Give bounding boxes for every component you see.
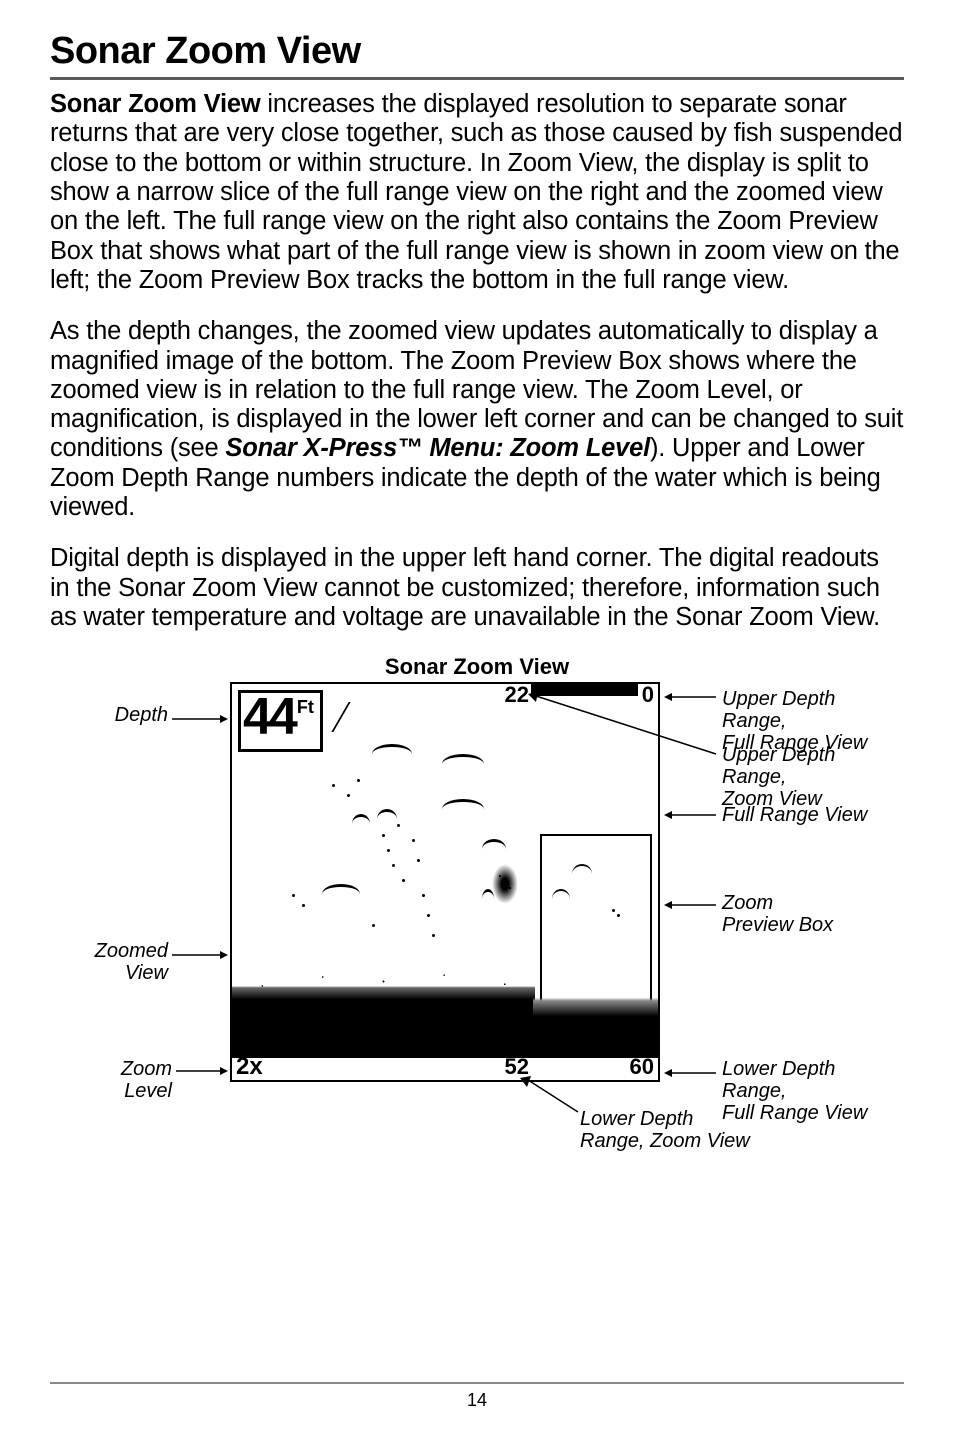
callout-preview-box: Zoom Preview Box bbox=[722, 892, 833, 936]
fish-arc bbox=[442, 799, 484, 809]
scatter bbox=[382, 834, 385, 837]
scatter bbox=[372, 924, 375, 927]
fish-arc bbox=[322, 884, 360, 894]
callout-zoomed-view: Zoomed View bbox=[80, 940, 168, 984]
arrow-icon bbox=[528, 692, 718, 762]
callout-zoomed-view-l1: Zoomed bbox=[95, 940, 168, 962]
scatter bbox=[422, 894, 425, 897]
arrow-icon bbox=[664, 900, 716, 910]
callout-depth: Depth bbox=[110, 704, 168, 726]
scatter bbox=[412, 839, 415, 842]
slash-icon bbox=[331, 702, 366, 732]
arrow-icon bbox=[172, 950, 228, 960]
scatter bbox=[347, 794, 350, 797]
callout-preview-l1: Zoom bbox=[722, 892, 773, 914]
bottom-zoomed bbox=[232, 968, 535, 1058]
arrow-icon bbox=[520, 1076, 580, 1114]
scatter bbox=[427, 914, 430, 917]
footer-divider bbox=[50, 1382, 904, 1384]
callout-lower-full-l1: Lower Depth Range, bbox=[722, 1058, 835, 1102]
scatter bbox=[402, 879, 405, 882]
callout-upper-zoom-l1: Upper Depth Range, bbox=[722, 744, 835, 788]
fish-arc bbox=[482, 839, 506, 849]
callout-lower-zoom-l1: Lower Depth bbox=[580, 1108, 693, 1130]
callout-lower-zoom-l2: Range, Zoom View bbox=[580, 1130, 750, 1152]
paragraph-3: Digital depth is displayed in the upper … bbox=[50, 544, 904, 632]
arrow-icon bbox=[176, 1066, 228, 1076]
callout-full-range: Full Range View bbox=[722, 804, 867, 826]
scatter bbox=[357, 779, 360, 782]
bottom-full bbox=[533, 948, 658, 1058]
scatter bbox=[302, 904, 305, 907]
title-divider bbox=[50, 77, 904, 80]
paragraph-1: Sonar Zoom View increases the displayed … bbox=[50, 90, 904, 295]
callout-upper-zoom: Upper Depth Range, Zoom View bbox=[722, 744, 904, 810]
page-number: 14 bbox=[50, 1390, 904, 1411]
scatter bbox=[417, 859, 420, 862]
scatter bbox=[292, 894, 295, 897]
callout-zoom-level: Zoom Level bbox=[72, 1058, 172, 1102]
para1-rest: increases the displayed resolution to se… bbox=[50, 90, 902, 294]
callout-zoomed-view-l2: View bbox=[125, 962, 168, 984]
depth-readout-box: 44 Ft bbox=[238, 690, 323, 752]
scatter bbox=[332, 784, 335, 787]
fish-arc bbox=[442, 754, 484, 764]
scatter bbox=[397, 824, 400, 827]
fish-arc bbox=[372, 744, 412, 754]
para2-ref: Sonar X-Press™ Menu: Zoom Level bbox=[225, 434, 650, 462]
fish-arc bbox=[352, 814, 370, 824]
scatter bbox=[387, 849, 390, 852]
scatter bbox=[432, 934, 435, 937]
arrow-icon bbox=[172, 714, 228, 724]
callout-upper-full-l1: Upper Depth Range, bbox=[722, 688, 835, 732]
para1-lead: Sonar Zoom View bbox=[50, 90, 261, 118]
figure-area: 44 Ft 22 0 52 60 2x bbox=[50, 682, 904, 1172]
figure: Sonar Zoom View 44 Ft 22 0 52 60 2x bbox=[50, 654, 904, 1172]
arrow-icon bbox=[664, 810, 716, 820]
page-title: Sonar Zoom View bbox=[50, 30, 904, 73]
bait-blob bbox=[492, 864, 518, 904]
scatter bbox=[392, 864, 395, 867]
fish-arc bbox=[377, 809, 397, 819]
arrow-icon bbox=[664, 1068, 716, 1078]
callout-preview-l2: Preview Box bbox=[722, 914, 833, 936]
upper-zoom-range-num: 22 bbox=[505, 682, 529, 708]
depth-value: 44 bbox=[243, 693, 295, 742]
figure-title: Sonar Zoom View bbox=[50, 654, 904, 680]
paragraph-2: As the depth changes, the zoomed view up… bbox=[50, 317, 904, 522]
depth-unit: Ft bbox=[297, 697, 314, 718]
callout-lower-zoom: Lower Depth Range, Zoom View bbox=[580, 1108, 750, 1152]
